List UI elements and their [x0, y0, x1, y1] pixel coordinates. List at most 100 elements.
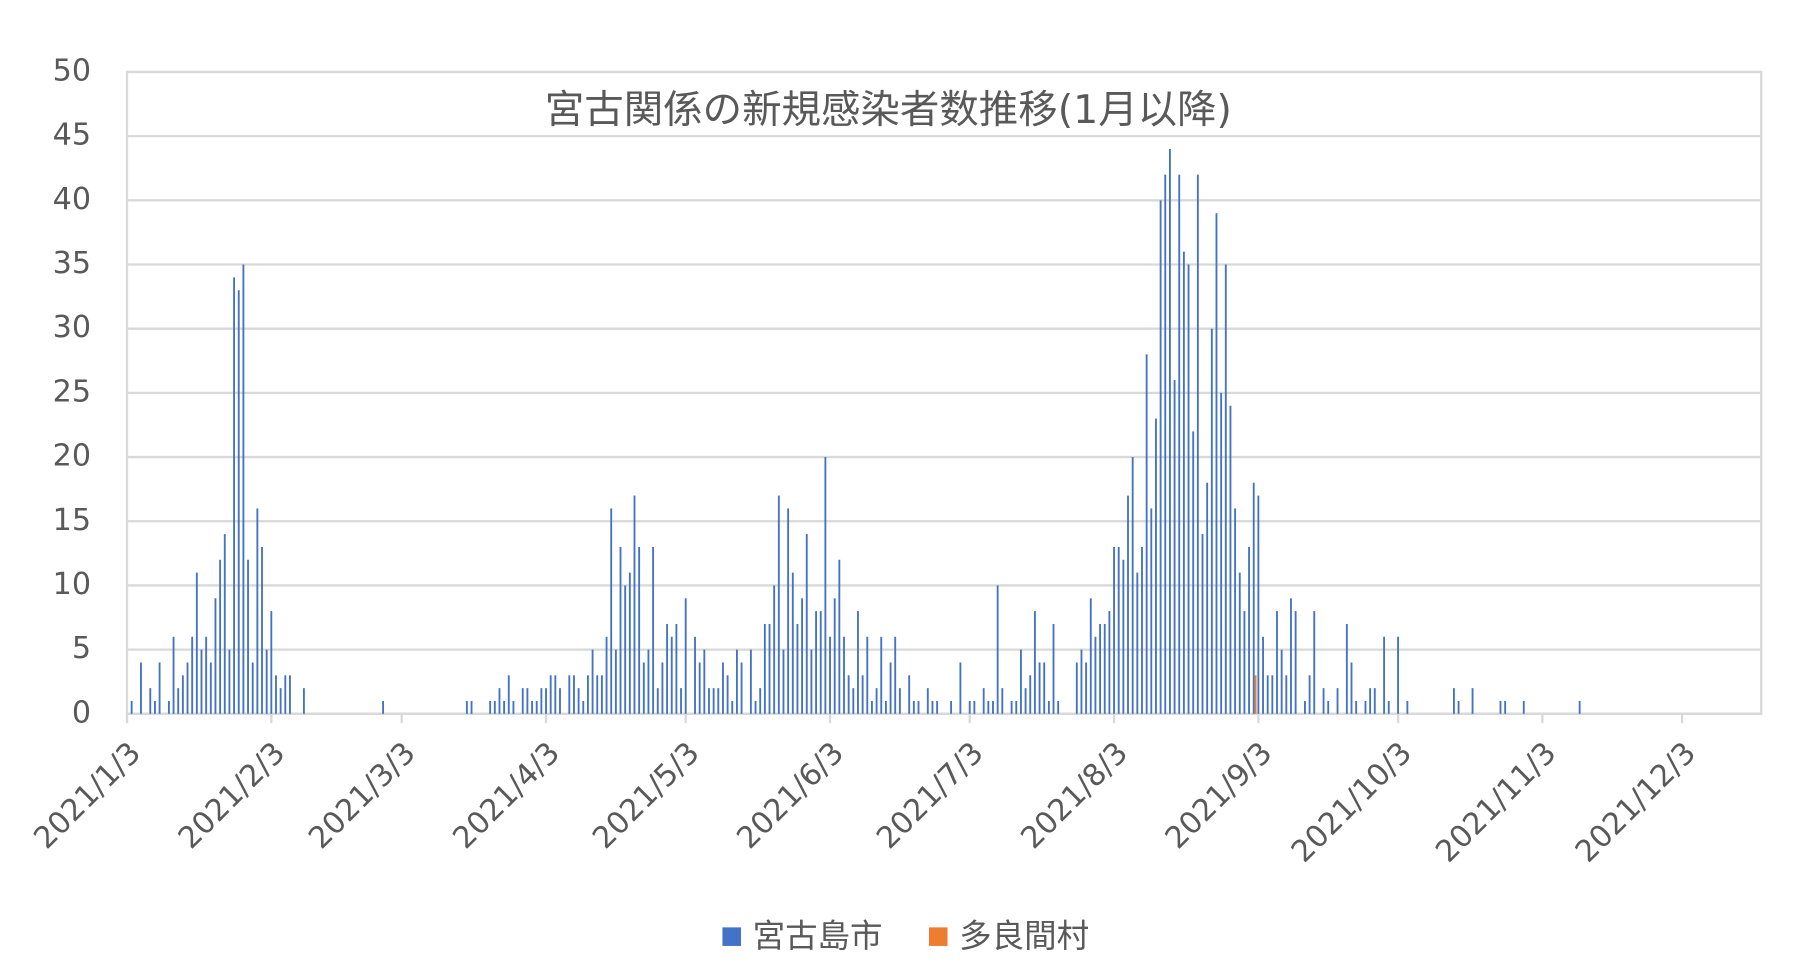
- bar: [191, 636, 194, 714]
- bar: [857, 611, 859, 714]
- bar: [982, 688, 985, 714]
- bar: [554, 675, 557, 714]
- bar: [223, 534, 226, 714]
- bar: [1457, 700, 1460, 714]
- bar: [1336, 688, 1339, 714]
- bar: [829, 636, 831, 714]
- bar: [1220, 392, 1223, 714]
- bar: [1196, 174, 1199, 714]
- bar: [796, 623, 799, 714]
- bar: [1113, 546, 1115, 714]
- bar: [703, 649, 706, 714]
- bar: [810, 649, 813, 714]
- y-tick-label: 30: [53, 310, 91, 345]
- x-tick-label: 2021/6/3: [730, 736, 851, 857]
- bar: [521, 688, 524, 714]
- bar: [265, 649, 268, 714]
- x-tick-label: 2021/2/3: [172, 736, 293, 857]
- bar: [1159, 200, 1162, 714]
- bar: [666, 623, 669, 714]
- bar: [270, 611, 273, 714]
- bar: [1131, 457, 1134, 714]
- bar: [498, 688, 501, 714]
- bar: [684, 598, 687, 714]
- bar: [1210, 328, 1213, 714]
- bar: [545, 688, 547, 714]
- bar: [140, 662, 142, 714]
- bar: [219, 559, 222, 714]
- bar: [717, 688, 720, 714]
- bar: [610, 508, 613, 714]
- bar: [912, 700, 915, 714]
- bar: [1224, 264, 1227, 714]
- bar: [777, 495, 780, 714]
- bar: [908, 675, 911, 714]
- bar: [819, 611, 822, 714]
- y-tick-label: 10: [53, 567, 91, 602]
- bar: [1387, 700, 1390, 714]
- bar: [167, 700, 170, 714]
- bar: [847, 675, 850, 714]
- bar: [1168, 148, 1171, 714]
- bar: [1294, 611, 1297, 714]
- bar: [833, 598, 836, 714]
- bar: [1122, 559, 1125, 714]
- bar: [1290, 598, 1292, 714]
- bar: [186, 662, 189, 714]
- bar: [787, 508, 790, 714]
- bar: [1304, 700, 1306, 714]
- bar: [1182, 251, 1185, 714]
- bar: [1276, 611, 1278, 714]
- bar: [1248, 546, 1250, 714]
- bar: [1285, 675, 1288, 714]
- bar: [661, 662, 664, 714]
- bar: [996, 585, 999, 714]
- bar: [880, 636, 883, 714]
- bar: [251, 662, 254, 714]
- x-tick-label: 2021/9/3: [1159, 736, 1280, 857]
- bar: [573, 675, 575, 714]
- bar: [638, 546, 641, 714]
- bar: [284, 675, 287, 714]
- bar: [535, 700, 538, 714]
- bar: [1094, 636, 1097, 714]
- x-tick-label: 2021/4/3: [446, 736, 567, 857]
- legend-label: 宮古島市: [753, 917, 883, 955]
- bar: [1117, 546, 1120, 714]
- y-tick-label: 35: [53, 246, 91, 281]
- bar: [465, 700, 468, 714]
- bar: [698, 662, 701, 714]
- bar: [1043, 662, 1046, 714]
- bar: [1187, 264, 1190, 714]
- bar: [950, 700, 953, 714]
- bar: [1075, 662, 1078, 714]
- x-tick-label: 2021/1/3: [27, 736, 148, 857]
- bar: [209, 662, 212, 714]
- chart-title: 宮古関係の新規感染者数推移(1月以降): [545, 87, 1232, 133]
- bar: [992, 700, 994, 714]
- bar: [582, 700, 585, 714]
- y-tick-label: 25: [53, 374, 91, 409]
- bar: [1229, 405, 1232, 714]
- bar: [768, 623, 771, 714]
- x-tick-label: 2021/5/3: [586, 736, 707, 857]
- legend-swatch: [928, 927, 948, 946]
- bar: [242, 264, 245, 714]
- bar: [1052, 623, 1055, 714]
- bar: [749, 649, 752, 714]
- bar: [866, 636, 869, 714]
- bar: [181, 675, 184, 714]
- bar: [1271, 675, 1274, 714]
- bar: [1238, 572, 1241, 714]
- bar: [261, 546, 263, 714]
- bar: [735, 649, 738, 714]
- bar: [1373, 688, 1376, 714]
- bar: [1108, 611, 1111, 714]
- bar: [577, 688, 580, 714]
- bar: [149, 688, 152, 714]
- bar: [549, 675, 552, 714]
- bar: [1383, 636, 1386, 714]
- bar: [763, 623, 766, 714]
- bar: [680, 688, 682, 714]
- bar: [624, 585, 627, 714]
